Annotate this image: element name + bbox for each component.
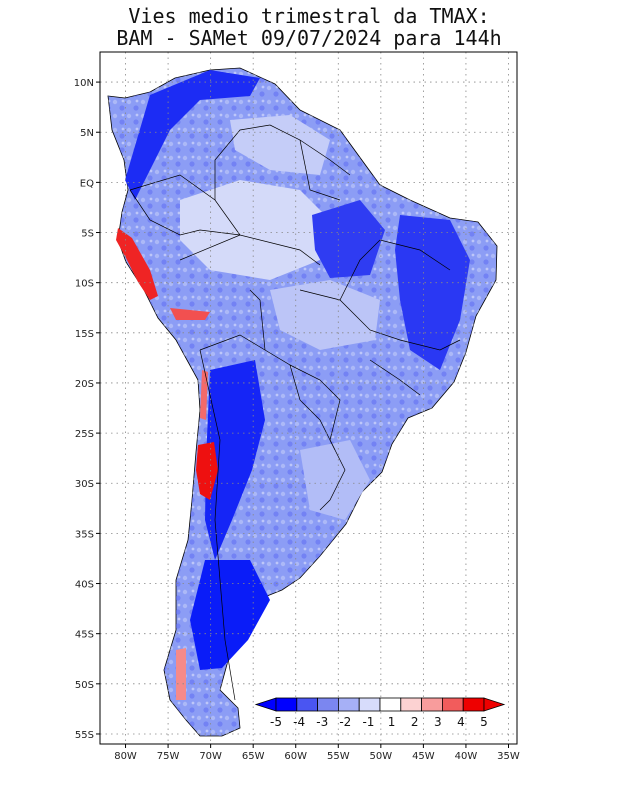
lon-tick-label: 55W [327, 751, 350, 762]
lat-tick-label: 15S [75, 329, 94, 340]
lat-tick-label: 5N [80, 128, 94, 139]
region-weak-bias-central [270, 280, 380, 350]
colorbar: -5 -4 -3 -2 -1 1 2 3 4 5 [254, 697, 506, 729]
lon-tick-label: 60W [284, 751, 307, 762]
lat-tick-label: 25S [75, 429, 94, 440]
colorbar-swatch [337, 697, 360, 712]
region-positive-bias-chile-north [196, 442, 218, 500]
lat-tick-label: 40S [75, 580, 94, 591]
colorbar-swatch [296, 697, 318, 712]
lat-tick-label: 5S [81, 229, 94, 240]
colorbar-label: 1 [388, 715, 396, 729]
lat-tick-label: EQ [80, 178, 94, 189]
colorbar-swatch [358, 697, 381, 712]
colorbar-extend-high [483, 697, 506, 712]
map-frame-border [99, 51, 518, 745]
map-title-line1: Vies medio trimestral da TMAX: [128, 4, 490, 28]
map-title-line2: BAM - SAMet 09/07/2024 para 144h [116, 26, 502, 50]
graticule [100, 52, 517, 744]
region-weak-bias-south [300, 440, 370, 520]
lat-tick-label: 30S [75, 479, 94, 490]
colorbar-label: 2 [411, 715, 419, 729]
region-positive-bias-peru-coast [116, 228, 158, 300]
region-weak-bias-amazon [180, 180, 330, 280]
region-strong-bias-patagonia [190, 560, 270, 670]
lon-tick-label: 65W [242, 751, 265, 762]
lat-tick-label: 10S [75, 279, 94, 290]
lon-tick-label: 45W [412, 751, 435, 762]
colorbar-swatch [400, 697, 422, 712]
lat-tick-label: 55S [75, 730, 94, 741]
region-strong-bias-amazon-east [312, 200, 385, 278]
colorbar-swatch [441, 697, 464, 712]
colorbar-label: 5 [480, 715, 488, 729]
lon-tick-label: 40W [455, 751, 478, 762]
longitude-ticks: 80W 75W 70W 65W 60W 55W 50W 45W 40W 35W [114, 744, 520, 762]
lat-tick-label: 45S [75, 630, 94, 641]
lat-tick-label: 50S [75, 680, 94, 691]
region-strong-bias-andes-central [205, 360, 265, 560]
map-content [100, 52, 517, 744]
colorbar-label: -1 [362, 715, 374, 729]
colorbar-label: 3 [434, 715, 442, 729]
colorbar-swatch [275, 697, 298, 712]
colorbar-label: -2 [339, 715, 351, 729]
colorbar-swatch [379, 697, 402, 712]
colorbar-label: -3 [316, 715, 328, 729]
region-positive-bias-atacama [200, 370, 208, 420]
colorbar-swatch [317, 697, 339, 712]
lat-tick-label: 35S [75, 529, 94, 540]
region-strong-bias-northwest [125, 70, 260, 200]
lat-tick-label: 20S [75, 379, 94, 390]
region-positive-bias-peru-south [170, 308, 210, 320]
lat-tick-label: 10N [74, 78, 94, 89]
latitude-ticks: 10N 5N EQ 5S 10S 15S 20S 25S 30S 35S 40S 45S 50S 55S [74, 78, 100, 741]
lon-tick-label: 80W [114, 751, 137, 762]
region-positive-bias-patagonia-west [176, 648, 186, 700]
lon-tick-label: 70W [199, 751, 222, 762]
colorbar-label: -5 [270, 715, 282, 729]
colorbar-swatch [462, 697, 485, 712]
colorbar-label: -4 [293, 715, 305, 729]
region-strong-bias-northeast [395, 215, 470, 370]
colorbar-swatch [421, 697, 443, 712]
colorbar-label: 4 [457, 715, 465, 729]
lon-tick-label: 50W [370, 751, 393, 762]
lon-tick-label: 35W [497, 751, 520, 762]
region-weak-bias-guiana [230, 115, 330, 175]
lon-tick-label: 75W [157, 751, 180, 762]
